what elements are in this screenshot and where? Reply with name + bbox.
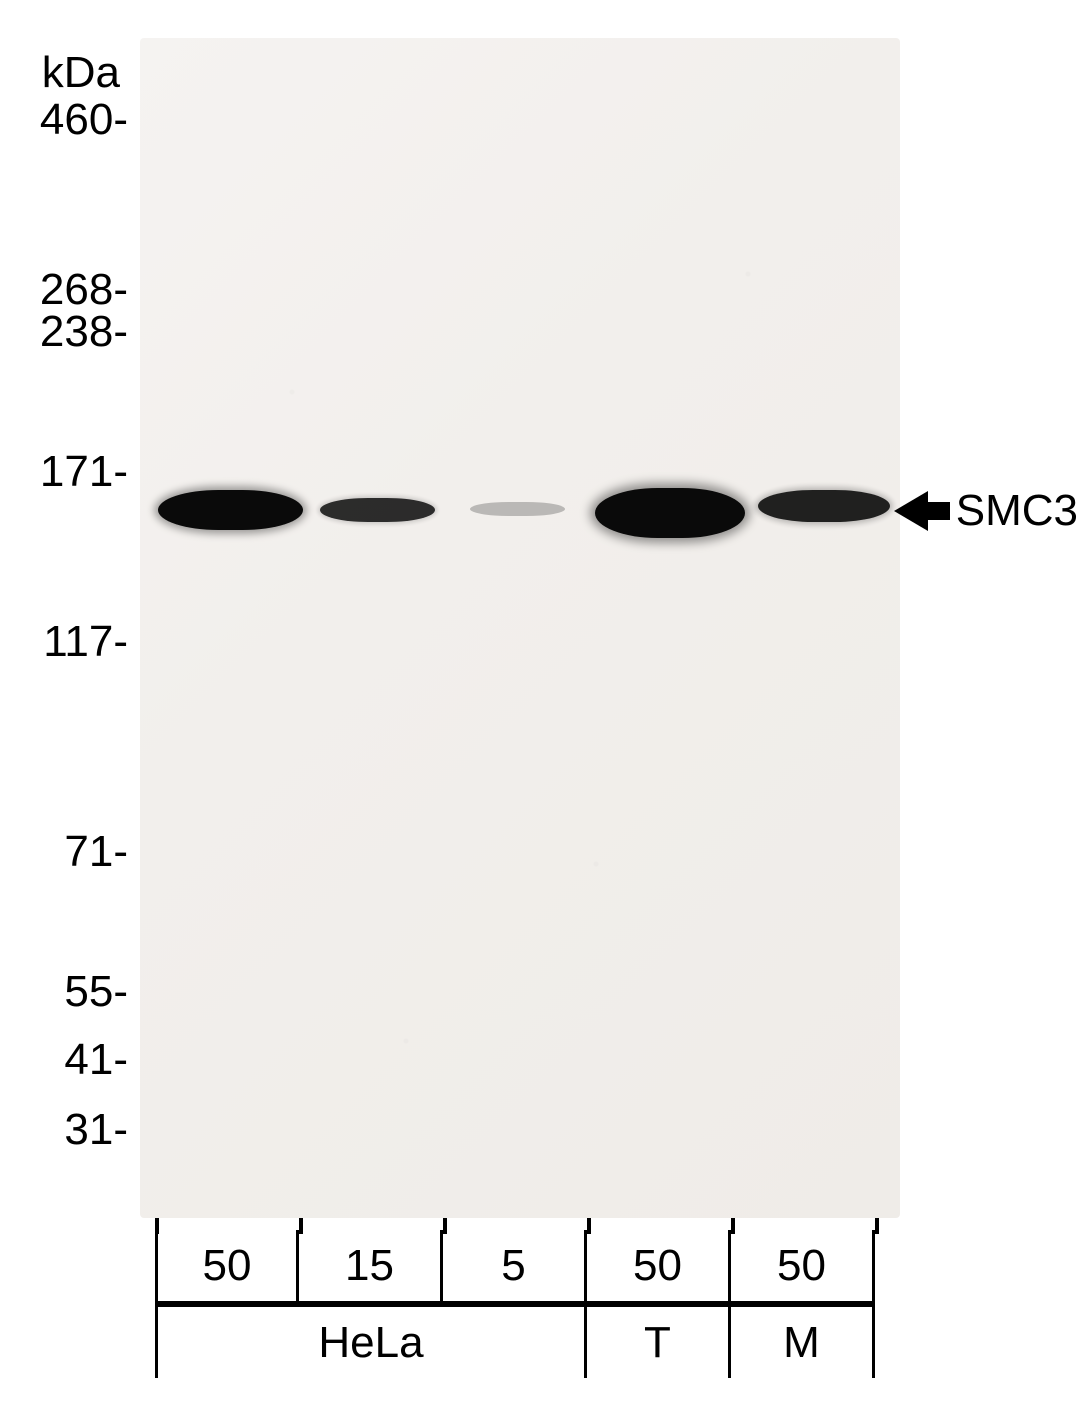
marker-268: 268- xyxy=(18,268,128,312)
lane-load-hela15: 15 xyxy=(299,1230,443,1304)
figure-container: kDa 460- 268- 238- 171- 117- 71- 55- 41-… xyxy=(0,0,1080,1413)
arrow-shaft-icon xyxy=(928,502,950,520)
blot-membrane xyxy=(140,38,900,1218)
lane-load-t50: 50 xyxy=(587,1230,731,1304)
marker-41: 41- xyxy=(18,1038,128,1082)
marker-460: 460- xyxy=(18,98,128,142)
lane-sample-hela: HeLa xyxy=(155,1304,587,1378)
lane-load-hela5: 5 xyxy=(443,1230,587,1304)
target-arrow: SMC3 xyxy=(894,486,1078,536)
blot-texture xyxy=(140,38,900,1218)
marker-31: 31- xyxy=(18,1108,128,1152)
marker-71: 71- xyxy=(18,830,128,874)
lane-sample-t: T xyxy=(587,1304,731,1378)
lane-row-samples: HeLa T M xyxy=(155,1304,875,1378)
lane-sample-m: M xyxy=(731,1304,875,1378)
arrow-head-icon xyxy=(894,491,928,531)
target-label: SMC3 xyxy=(956,486,1078,536)
marker-238: 238- xyxy=(18,310,128,354)
band-hela5 xyxy=(470,502,565,516)
marker-55: 55- xyxy=(18,970,128,1014)
lane-load-hela50: 50 xyxy=(155,1230,299,1304)
lane-label-table: 50 15 5 50 50 HeLa T M xyxy=(155,1230,875,1378)
marker-117: 117- xyxy=(18,620,128,664)
lane-load-m50: 50 xyxy=(731,1230,875,1304)
band-m50 xyxy=(758,490,890,522)
band-hela50 xyxy=(158,490,303,530)
band-t50 xyxy=(595,488,745,538)
band-hela15 xyxy=(320,498,435,522)
lane-row-loads: 50 15 5 50 50 xyxy=(155,1230,875,1304)
lane-tick-5 xyxy=(875,1218,879,1234)
kda-header: kDa xyxy=(20,48,120,98)
marker-171: 171- xyxy=(18,450,128,494)
